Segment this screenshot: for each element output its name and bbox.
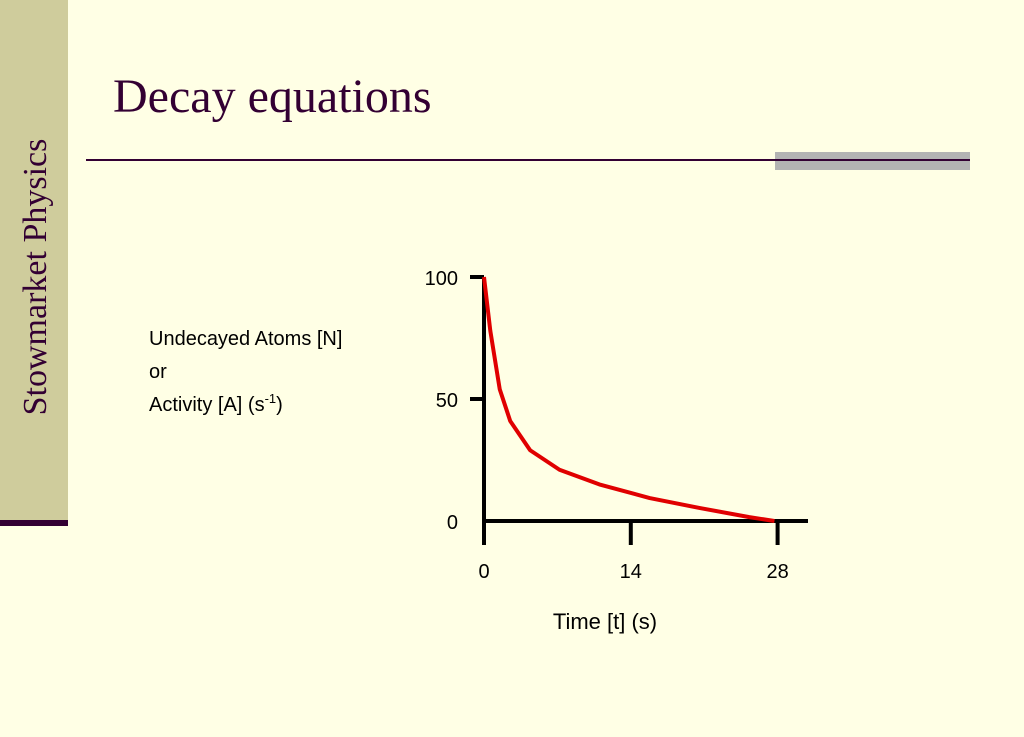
- sidebar-text: Stowmarket Physics: [17, 139, 54, 416]
- sidebar: [0, 0, 68, 520]
- y-label-line: Undecayed Atoms [N]: [149, 328, 342, 350]
- y-label-line: ): [276, 394, 283, 416]
- y-label-line: or: [149, 361, 167, 383]
- y-axis-label: Undecayed Atoms [N] or Activity [A] (s-1…: [149, 328, 348, 416]
- y-tick-label: 100: [425, 268, 458, 290]
- x-tick-label: 0: [478, 561, 489, 583]
- x-tick-label: 28: [766, 561, 788, 583]
- x-axis-label: Time [t] (s): [553, 609, 657, 634]
- y-tick-label: 0: [447, 512, 458, 534]
- x-tick-label: 14: [620, 561, 642, 583]
- sidebar-bar: [0, 520, 68, 526]
- y-label-superscript: -1: [265, 391, 277, 406]
- y-tick-label: 50: [436, 390, 458, 412]
- decay-curve: [482, 276, 775, 523]
- chart: Undecayed Atoms [N] or Activity [A] (s-1…: [149, 268, 808, 634]
- slide-title: Decay equations: [113, 70, 432, 123]
- y-label-line: Activity [A] (s: [149, 394, 265, 416]
